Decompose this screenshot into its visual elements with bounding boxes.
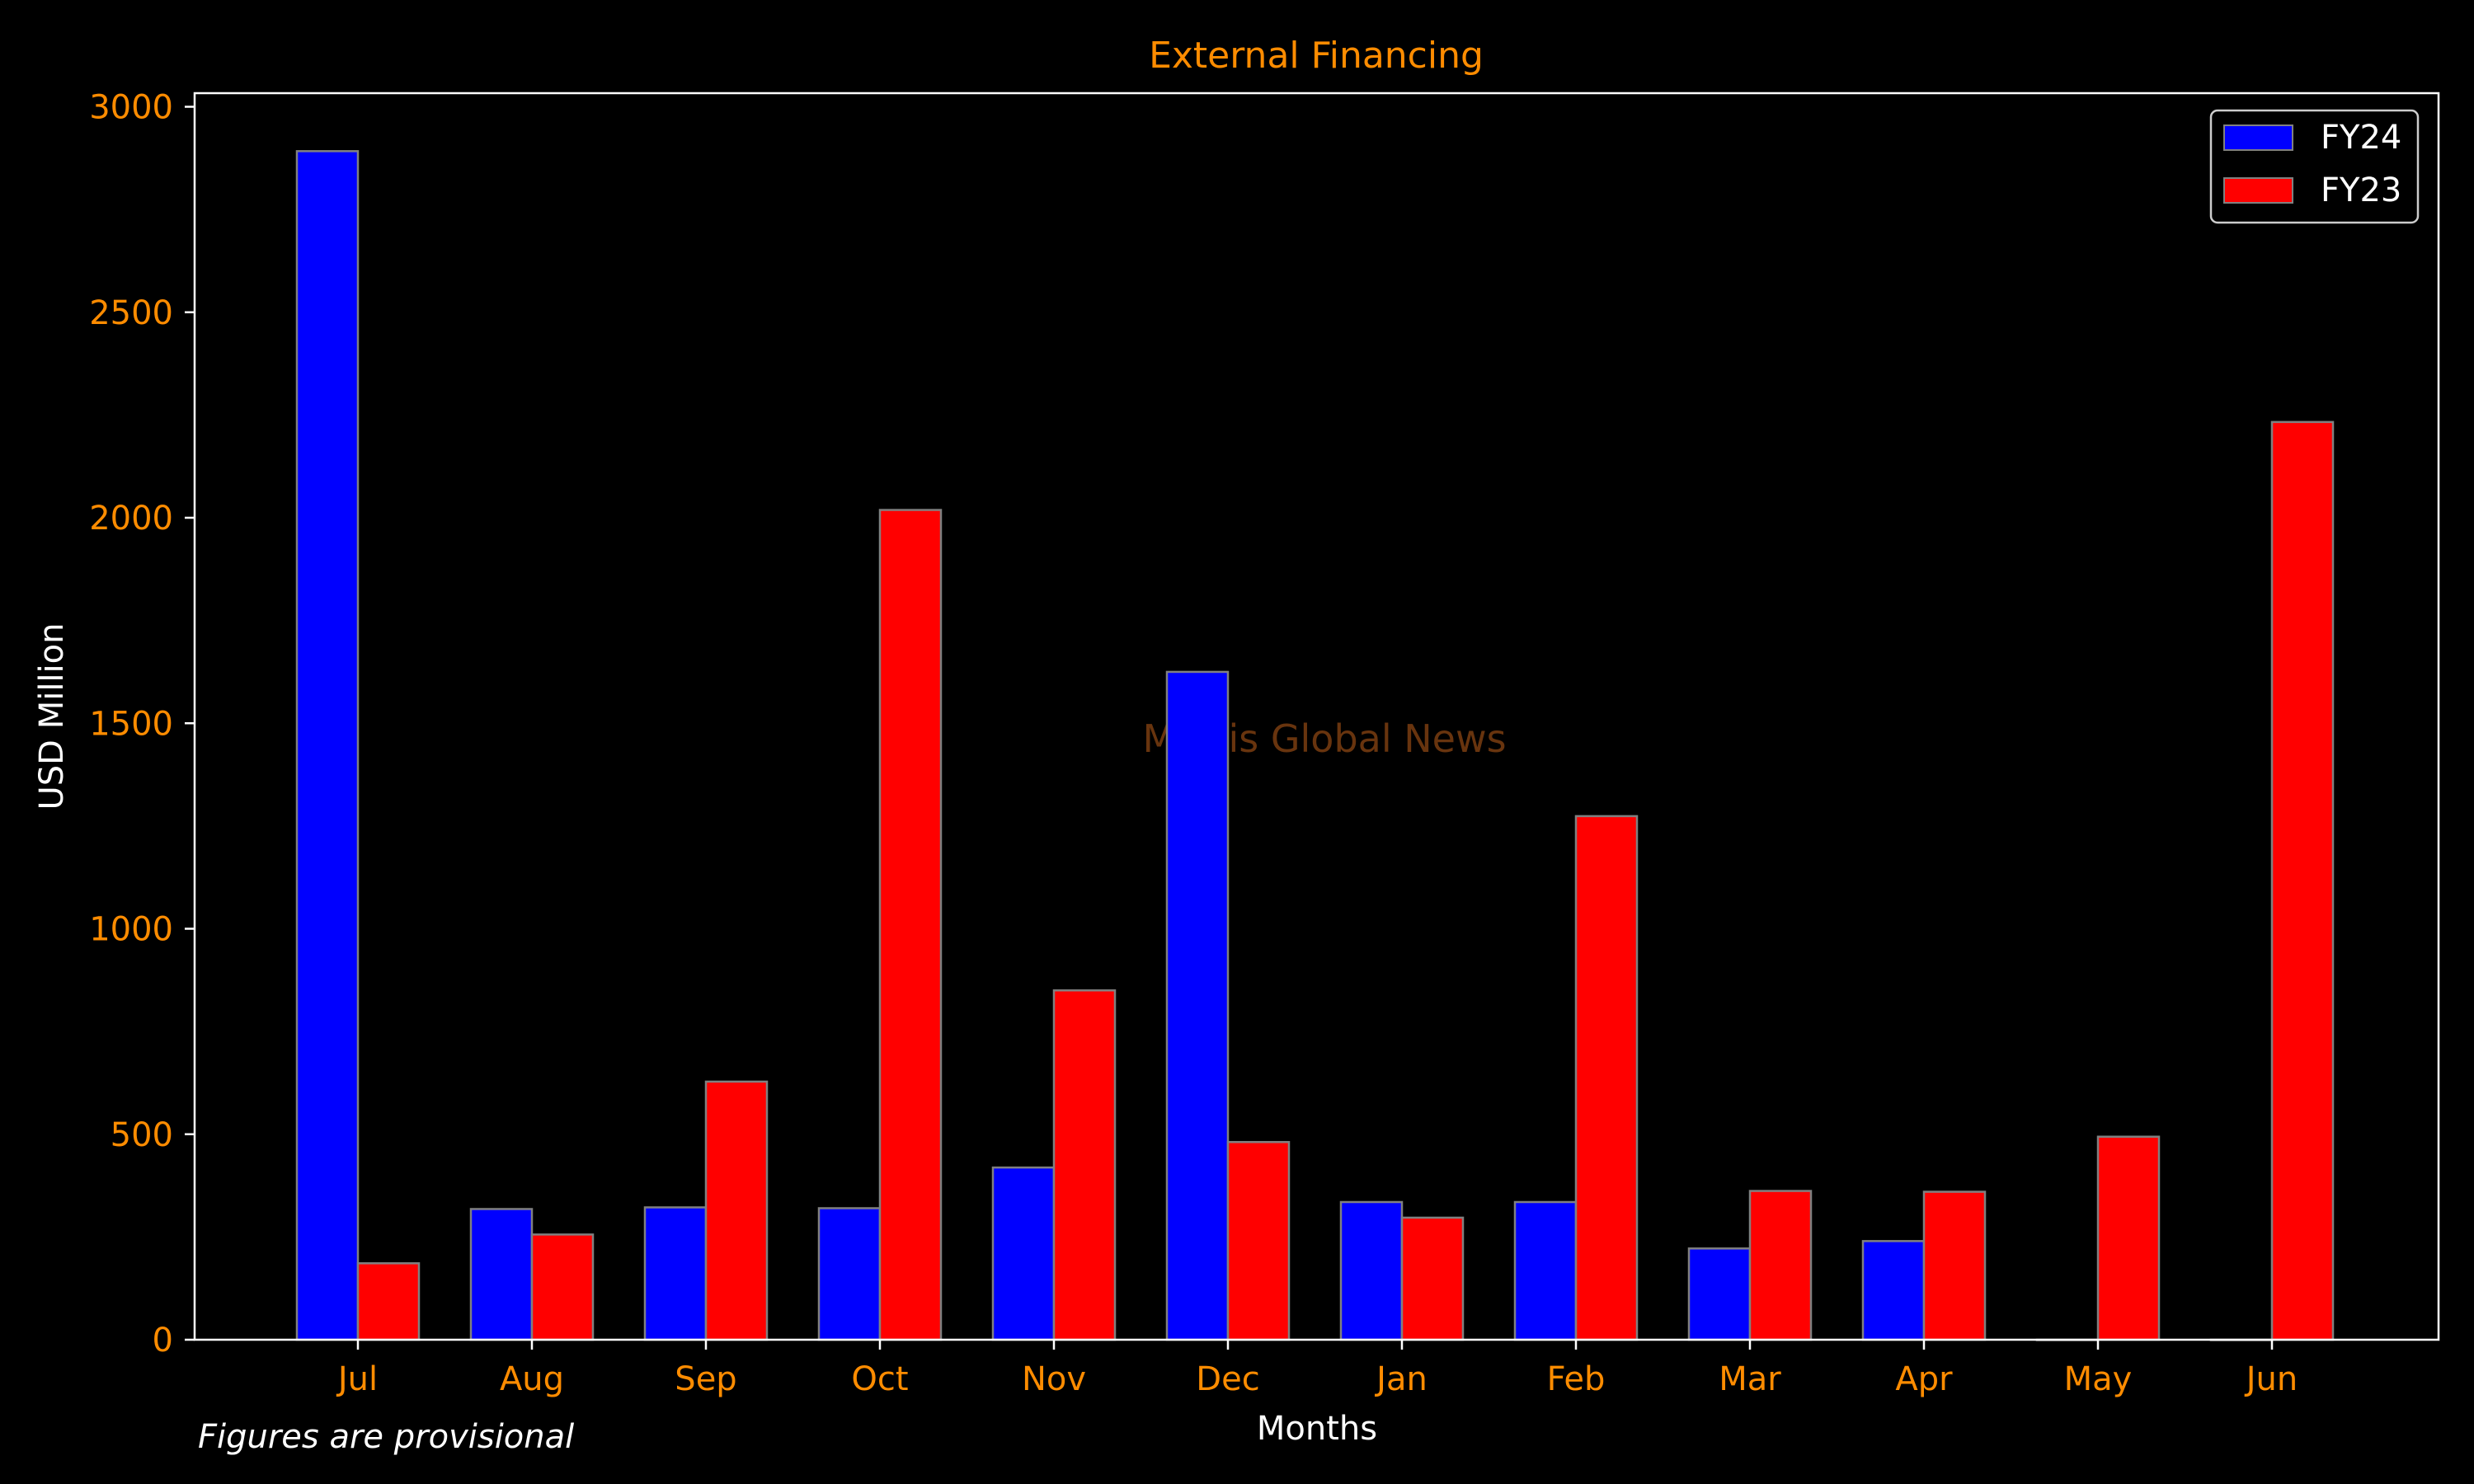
x-tick-label: Jun [2244,1360,2298,1398]
y-axis: 0 500 1000 1500 2000 2500 3000 [89,89,195,1360]
legend-label-fy23: FY23 [2321,171,2401,209]
bar-fy24-sep [643,1206,708,1341]
bar-fy24-mar [1687,1247,1752,1341]
y-axis-label: USD Million [33,623,71,810]
bar-fy24-feb [1513,1200,1578,1341]
bar-fy24-jul [295,150,360,1341]
chart-title: External Financing [1149,35,1484,77]
y-tick-label: 3000 [89,89,173,127]
x-tick-label: Sep [675,1360,736,1398]
legend-label-fy24: FY24 [2321,119,2401,157]
legend-swatch-fy23 [2223,177,2293,204]
y-tick-label: 2000 [89,500,173,538]
y-tick-label: 2500 [89,294,173,332]
bar-fy24-oct [817,1207,882,1341]
x-axis: Jul Aug Sep Oct Nov Dec Jan Feb Mar Apr May Jun [336,1340,2298,1398]
x-tick-label: Mar [1719,1360,1781,1398]
x-tick-label: Feb [1547,1360,1606,1398]
legend-swatch-fy24 [2223,124,2293,151]
x-tick-label: Nov [1022,1360,1086,1398]
y-tick-label: 0 [153,1322,173,1360]
x-tick-label: Jul [336,1360,378,1398]
bar-fy24-nov [991,1166,1056,1341]
bar-fy24-aug [469,1208,534,1341]
x-tick-label: Dec [1196,1360,1259,1398]
x-axis-label: Months [1257,1410,1377,1448]
y-tick-label: 1500 [89,705,173,743]
footnote: Figures are provisional [198,1418,574,1456]
bar-fy24-apr [1861,1240,1926,1341]
bar-fy23-may [2096,1135,2161,1341]
bar-fy23-sep [704,1080,769,1341]
x-tick-label: May [2064,1360,2133,1398]
bar-fy23-dec [1226,1140,1291,1341]
x-tick-label: Oct [851,1360,908,1398]
legend: FY24 FY23 [2209,109,2420,224]
bar-fy23-aug [530,1233,595,1341]
x-tick-label: Apr [1895,1360,1953,1398]
bar-fy23-jul [356,1262,421,1341]
plot-frame [193,92,2440,1341]
y-tick-label: 1000 [89,911,173,949]
y-tick-label: 500 [111,1116,173,1154]
bar-fy24-dec [1165,670,1230,1341]
bar-fy23-mar [1748,1190,1813,1341]
bar-fy23-apr [1922,1190,1987,1341]
bar-fy23-feb [1574,815,1639,1341]
bar-fy23-jan [1400,1216,1465,1341]
x-tick-label: Jan [1374,1360,1427,1398]
bar-fy23-jun [2270,420,2335,1341]
bar-fy23-oct [878,509,943,1341]
bars-layer [295,150,2335,1341]
bar-fy23-nov [1052,989,1117,1341]
bar-fy24-jan [1339,1200,1404,1341]
x-tick-label: Aug [500,1360,564,1398]
